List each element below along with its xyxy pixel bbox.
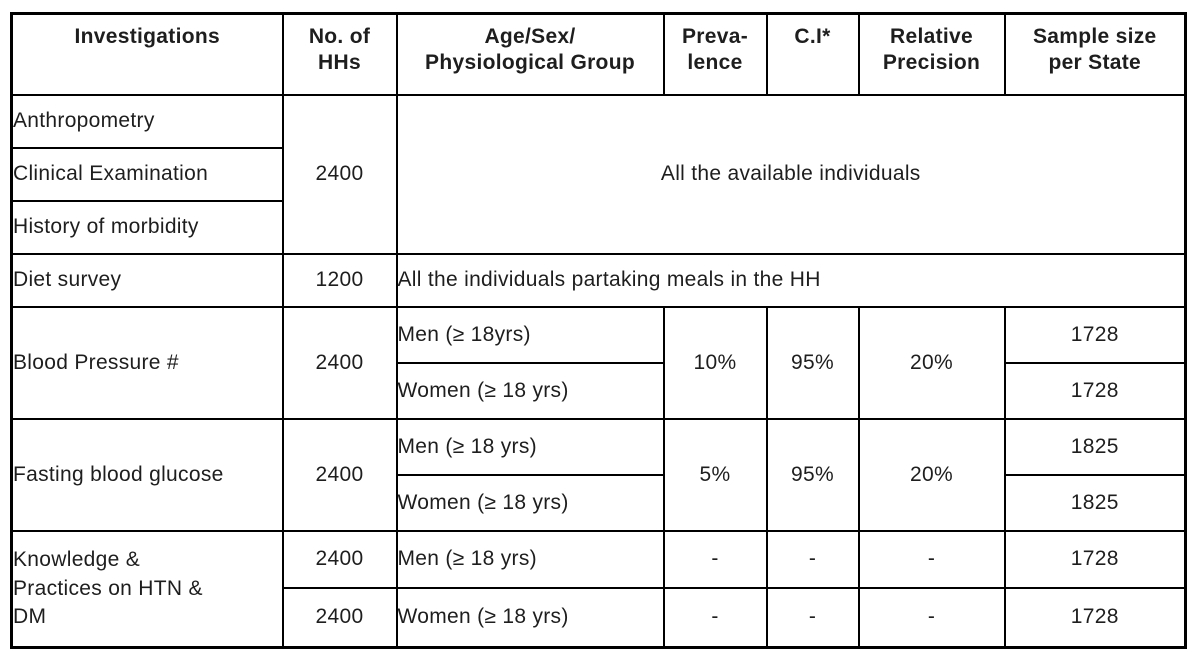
cell-group-fbg-women: Women (≥ 18 yrs) (395, 473, 665, 532)
cell-group-bp-women: Women (≥ 18 yrs) (395, 361, 665, 420)
cell-prevalence-knowledge-women: - (662, 586, 768, 649)
row-history-of-morbidity: History of morbidity (10, 199, 1186, 255)
cell-relative-precision-fasting-glucose: 20% (857, 417, 1006, 532)
cell-investigation-blood-pressure: Blood Pressure # (10, 305, 284, 420)
header-age-sex-group: Age/Sex/ Physiological Group (395, 12, 665, 96)
cell-investigation-anthropometry: Anthropometry (10, 93, 284, 149)
row-blood-pressure-women: Women (≥ 18 yrs) 1728 (12, 361, 1187, 420)
row-anthropometry: Anthropometry 2400 All the available ind… (10, 93, 1187, 255)
cell-sample-fbg-men: 1825 (1003, 417, 1187, 476)
cell-sample-knowledge-men: 1728 (1003, 529, 1187, 589)
cell-note-available-individuals: All the available individuals (395, 93, 1187, 255)
cell-sample-bp-men: 1728 (1003, 305, 1187, 364)
header-relative-precision: Relative Precision (857, 12, 1006, 96)
cell-prevalence-blood-pressure: 10% (662, 305, 768, 420)
cell-ci-fasting-glucose: 95% (765, 417, 860, 532)
header-row: Investigations No. of HHs Age/Sex/ Physi… (10, 12, 1187, 96)
cell-investigation-history-of-morbidity: History of morbidity (10, 199, 284, 255)
cell-sample-bp-women: 1728 (1003, 361, 1187, 420)
header-investigations: Investigations (10, 12, 284, 96)
cell-prevalence-fasting-glucose: 5% (662, 417, 768, 532)
cell-group-knowledge-women: Women (≥ 18 yrs) (395, 586, 665, 649)
cell-investigation-fasting-glucose: Fasting blood glucose (10, 417, 284, 532)
cell-group-fbg-men: Men (≥ 18 yrs) (395, 417, 665, 476)
cell-relative-precision-knowledge-women: - (857, 586, 1006, 649)
header-prevalence: Preva- lence (662, 12, 768, 96)
cell-sample-fbg-women: 1825 (1003, 473, 1187, 532)
header-no-of-hhs: No. of HHs (281, 12, 398, 96)
cell-investigation-diet-survey: Diet survey (10, 252, 284, 308)
cell-group-knowledge-men: Men (≥ 18 yrs) (395, 529, 665, 589)
cell-hhs-available-group: 2400 (281, 93, 398, 255)
cell-hhs-diet-survey: 1200 (281, 252, 398, 308)
row-blood-pressure-men: Blood Pressure # 2400 Men (≥ 18yrs) 10% … (10, 305, 1187, 420)
cell-ci-knowledge-women: - (765, 586, 860, 649)
cell-investigation-clinical-examination: Clinical Examination (10, 146, 284, 202)
row-knowledge-men: Knowledge & Practices on HTN & DM 2400 M… (10, 529, 1187, 649)
cell-hhs-knowledge-men: 2400 (281, 529, 398, 589)
cell-hhs-knowledge-women: 2400 (281, 586, 398, 649)
cell-sample-knowledge-women: 1728 (1003, 586, 1187, 649)
header-ci: C.I* (765, 12, 860, 96)
cell-group-bp-men: Men (≥ 18yrs) (395, 305, 665, 364)
cell-hhs-blood-pressure: 2400 (281, 305, 398, 420)
cell-ci-knowledge-men: - (765, 529, 860, 589)
sampling-plan-table: Investigations No. of HHs Age/Sex/ Physi… (10, 12, 1187, 649)
row-knowledge-women: 2400 Women (≥ 18 yrs) - - - 1728 (12, 586, 1187, 649)
cell-relative-precision-blood-pressure: 20% (857, 305, 1006, 420)
cell-investigation-knowledge-practices: Knowledge & Practices on HTN & DM (10, 529, 284, 649)
row-diet-survey: Diet survey 1200 All the individuals par… (10, 252, 1187, 308)
row-fasting-glucose-men: Fasting blood glucose 2400 Men (≥ 18 yrs… (10, 417, 1187, 532)
cell-note-diet-survey: All the individuals partaking meals in t… (395, 252, 1187, 308)
cell-prevalence-knowledge-men: - (662, 529, 768, 589)
cell-hhs-fasting-glucose: 2400 (281, 417, 398, 532)
row-fasting-glucose-women: Women (≥ 18 yrs) 1825 (12, 473, 1187, 532)
row-clinical-examination: Clinical Examination (10, 146, 1186, 202)
cell-relative-precision-knowledge-men: - (857, 529, 1006, 589)
cell-ci-blood-pressure: 95% (765, 305, 860, 420)
header-sample-size: Sample size per State (1003, 12, 1187, 96)
